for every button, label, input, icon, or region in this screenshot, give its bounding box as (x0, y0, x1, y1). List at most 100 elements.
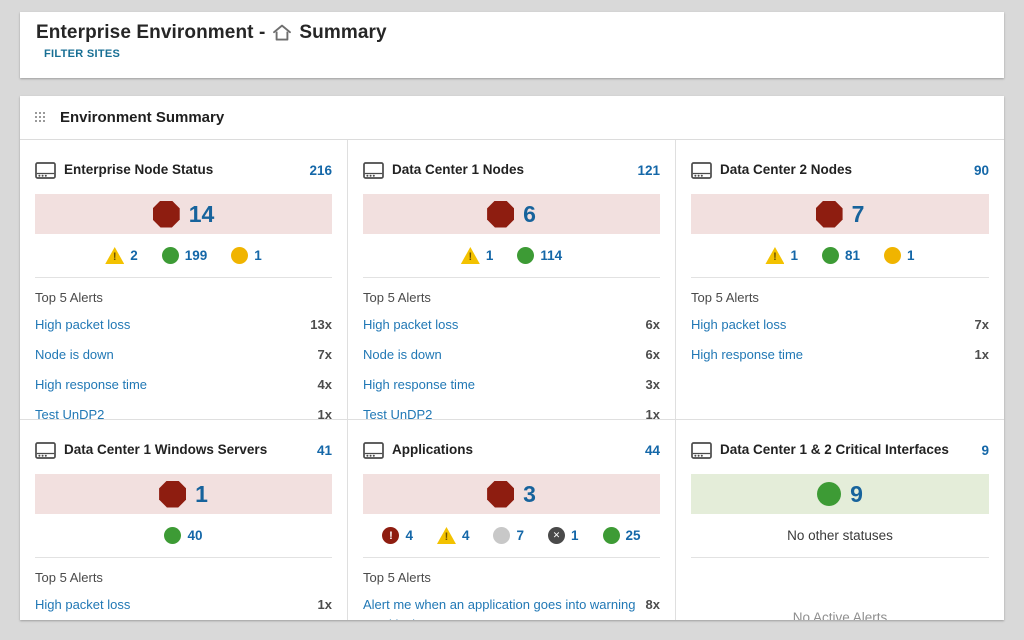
status-up[interactable]: 25 (602, 527, 641, 544)
home-icon (272, 24, 292, 42)
alert-count: 7x (317, 347, 332, 363)
alert-count: 6x (645, 317, 660, 332)
alerts-list: High packet loss 6x Node is down 6x High res… (363, 315, 660, 420)
resource-icon (363, 161, 384, 179)
filter-sites-link[interactable]: FILTER SITES (44, 48, 121, 60)
no-active-alerts-text: No Active Alerts (792, 610, 888, 620)
banner-value: 9 (850, 480, 863, 507)
status-count: 1 (571, 528, 579, 543)
divider (35, 277, 332, 278)
status-external[interactable]: 1 (884, 247, 915, 264)
alert-link[interactable]: High response time (363, 377, 475, 393)
alert-count: 1x (317, 597, 332, 612)
status-count: 1 (907, 248, 915, 263)
status-row: 40 (35, 523, 332, 548)
tile-total-link[interactable]: 9 (981, 442, 989, 458)
status-count: 7 (516, 528, 524, 543)
alert-link[interactable]: Node is down (35, 347, 114, 363)
alerts-list: Alert me when an application goes into w… (363, 595, 660, 620)
tile-title: Applications (392, 441, 474, 457)
banner-value: 14 (188, 200, 215, 227)
alert-link[interactable]: Test UnDP2 (35, 407, 105, 420)
status-banner[interactable]: 6 (363, 194, 660, 234)
status-count: 40 (187, 528, 203, 543)
warning-triangle-icon (436, 527, 456, 544)
status-warning[interactable]: 1 (765, 247, 798, 264)
status-warning[interactable]: 4 (436, 527, 470, 544)
alert-link[interactable]: High packet loss (35, 317, 131, 332)
alert-link[interactable]: High response time (35, 377, 147, 393)
tile-total-link[interactable]: 121 (637, 162, 660, 178)
alerts-label: Top 5 Alerts (35, 290, 103, 305)
status-unknown[interactable]: 7 (493, 527, 524, 544)
alert-link[interactable]: Node is down (363, 347, 442, 363)
status-up[interactable]: 114 (517, 247, 562, 264)
tile-title: Data Center 1 Windows Servers (64, 441, 268, 457)
status-count: 2 (130, 248, 138, 263)
tile: Enterprise Node Status 216 14 2 199 1 Top … (20, 140, 348, 420)
alert-link[interactable]: High packet loss (35, 597, 131, 612)
status-external[interactable]: 1 (231, 247, 262, 264)
drag-handle-icon[interactable] (35, 112, 47, 123)
page-title-prefix: Enterprise Environment - (36, 22, 266, 43)
alert-count: 1x (974, 347, 989, 363)
up-circle-icon (161, 247, 179, 264)
tile-head: Enterprise Node Status 216 (35, 155, 332, 185)
alert-link[interactable]: High packet loss (691, 317, 787, 332)
tile: Data Center 1 Nodes 121 6 1 114 Top 5 Ale… (348, 140, 676, 420)
status-unmanaged[interactable]: 1 (548, 527, 579, 544)
status-critical[interactable]: 4 (382, 527, 413, 544)
alert-row: High packet loss 13x (35, 315, 332, 335)
status-up[interactable]: 40 (164, 527, 203, 544)
alert-link[interactable]: Test UnDP2 (363, 407, 433, 420)
status-up[interactable]: 81 (821, 247, 860, 264)
alert-count: 1x (317, 407, 332, 420)
status-warning[interactable]: 1 (460, 247, 493, 264)
status-banner[interactable]: 1 (35, 474, 332, 514)
alert-count: 4x (317, 377, 332, 393)
page-title-suffix: Summary (299, 22, 387, 43)
status-count: 4 (405, 528, 413, 543)
status-row: 4 4 7 1 25 (363, 523, 660, 548)
panel-title: Environment Summary (60, 109, 225, 126)
divider (691, 277, 989, 278)
alert-row: Test UnDP2 1x (35, 405, 332, 420)
warning-triangle-icon (765, 247, 785, 264)
resource-icon (35, 441, 56, 459)
tile-title: Data Center 2 Nodes (720, 161, 853, 177)
alert-row: Node is down 7x (35, 345, 332, 365)
status-banner[interactable]: 9 (691, 474, 989, 514)
critical-circle-icon (382, 527, 400, 544)
resource-icon (35, 161, 56, 179)
external-circle-icon (231, 247, 249, 264)
divider (363, 557, 660, 558)
status-count: 1 (790, 248, 798, 263)
page-title: Enterprise Environment - Summary (36, 22, 988, 44)
status-banner[interactable]: 3 (363, 474, 660, 514)
status-up[interactable]: 199 (161, 247, 207, 264)
divider (691, 557, 989, 558)
down-octagon-icon (159, 480, 187, 508)
status-count: 114 (540, 248, 563, 263)
tile-head: Data Center 1 Nodes 121 (363, 155, 660, 185)
status-count: 4 (461, 528, 470, 543)
tile-total-link[interactable]: 216 (309, 162, 332, 178)
tile-total-link[interactable]: 44 (644, 442, 660, 458)
divider (363, 277, 660, 278)
tile: Data Center 1 & 2 Critical Interfaces 9 … (676, 420, 1004, 620)
tile-title: Enterprise Node Status (64, 161, 214, 177)
alert-link[interactable]: Alert me when an application goes into w… (363, 597, 636, 620)
unmanaged-circle-icon (548, 527, 565, 544)
banner-value: 7 (851, 200, 865, 227)
status-banner[interactable]: 7 (691, 194, 989, 234)
status-banner[interactable]: 14 (35, 194, 332, 234)
alert-link[interactable]: High packet loss (363, 317, 459, 332)
alert-link[interactable]: High response time (691, 347, 803, 363)
status-warning[interactable]: 2 (105, 247, 138, 264)
down-octagon-icon (487, 480, 515, 508)
alerts-label: Top 5 Alerts (35, 570, 103, 585)
tile-total-link[interactable]: 90 (973, 162, 989, 178)
down-octagon-icon (152, 200, 180, 228)
tile-total-link[interactable]: 41 (316, 442, 332, 458)
